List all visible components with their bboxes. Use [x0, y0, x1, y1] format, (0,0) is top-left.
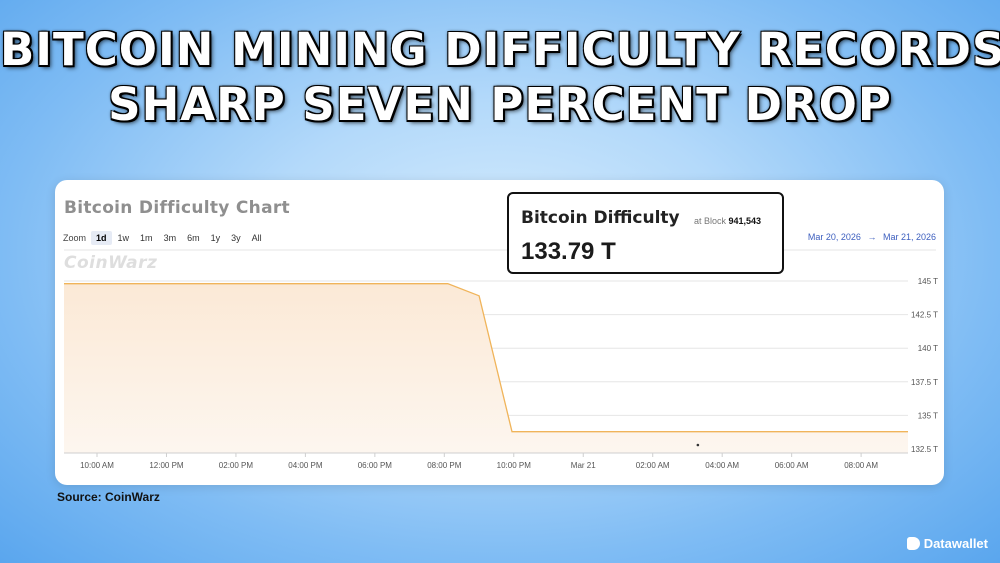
x-tick-label: 08:00 PM	[427, 461, 462, 470]
date-range: Mar 20, 2026 → Mar 21, 2026	[804, 232, 936, 242]
y-tick-label: 145 T	[918, 277, 938, 286]
x-tick-label: 02:00 PM	[219, 461, 254, 470]
y-tick-label: 132.5 T	[911, 445, 938, 454]
chart-card: Bitcoin Difficulty Chart Zoom 1d 1w 1m 3…	[55, 180, 944, 485]
x-tick-label: 04:00 AM	[705, 461, 739, 470]
info-title: Bitcoin Difficulty	[521, 208, 680, 228]
zoom-1d-button[interactable]: 1d	[91, 231, 112, 245]
y-tick-label: 137.5 T	[911, 378, 938, 387]
series-marker-dot	[696, 443, 700, 447]
chart-title: Bitcoin Difficulty Chart	[64, 198, 290, 218]
zoom-3y-button[interactable]: 3y	[231, 233, 241, 243]
brand-name: Datawallet	[923, 536, 988, 551]
x-tick-label: 10:00 PM	[497, 461, 532, 470]
datawallet-brand: Datawallet	[906, 536, 988, 551]
zoom-1m-button[interactable]: 1m	[140, 233, 153, 243]
x-tick-label: Mar 21	[571, 461, 596, 470]
range-from-input[interactable]: Mar 20, 2026	[807, 232, 861, 242]
x-tick-label: 12:00 PM	[149, 461, 184, 470]
x-tick-label: 08:00 AM	[844, 461, 878, 470]
block-number: 941,543	[728, 216, 762, 226]
datawallet-logo-icon	[906, 537, 920, 550]
headline-line-1: BITCOIN MINING DIFFICULTY RECORDS	[0, 23, 1000, 76]
headline: BITCOIN MINING DIFFICULTY RECORDS SHARP …	[0, 22, 1000, 132]
coinwarz-watermark-logo: CoinWarz	[64, 253, 158, 273]
range-to-input[interactable]: Mar 21, 2026	[882, 232, 936, 242]
block-prefix: at Block	[694, 216, 727, 226]
x-tick-label: 06:00 PM	[358, 461, 393, 470]
block-info: at Block 941,543	[694, 216, 761, 226]
y-tick-label: 135 T	[918, 411, 938, 420]
difficulty-info-box: Bitcoin Difficulty at Block 941,543 133.…	[507, 192, 784, 274]
zoom-1y-button[interactable]: 1y	[210, 233, 221, 243]
zoom-1w-button[interactable]: 1w	[117, 233, 130, 243]
x-tick-label: 04:00 PM	[288, 461, 323, 470]
x-tick-label: 02:00 AM	[636, 461, 670, 470]
headline-line-2: SHARP SEVEN PERCENT DROP	[108, 78, 892, 131]
zoom-controls: Zoom 1d 1w 1m 3m 6m 1y 3y All	[63, 231, 268, 245]
y-tick-label: 140 T	[918, 344, 938, 353]
difficulty-chart: 132.5 T 135 T 137.5 T 140 T 142.5 T 145 T 10:0…	[64, 249, 938, 470]
y-tick-label: 142.5 T	[911, 311, 938, 320]
range-arrow-icon: →	[867, 232, 877, 242]
difficulty-area-fill	[64, 283, 908, 453]
zoom-label: Zoom	[63, 233, 87, 243]
source-caption: Source: CoinWarz	[57, 490, 160, 504]
zoom-3m-button[interactable]: 3m	[163, 233, 177, 243]
difficulty-series-line	[64, 283, 908, 433]
x-tick-label: 10:00 AM	[80, 461, 114, 470]
zoom-all-button[interactable]: All	[251, 233, 262, 243]
zoom-6m-button[interactable]: 6m	[187, 233, 200, 243]
x-tick-label: 06:00 AM	[775, 461, 809, 470]
difficulty-value: 133.79 T	[521, 238, 616, 265]
